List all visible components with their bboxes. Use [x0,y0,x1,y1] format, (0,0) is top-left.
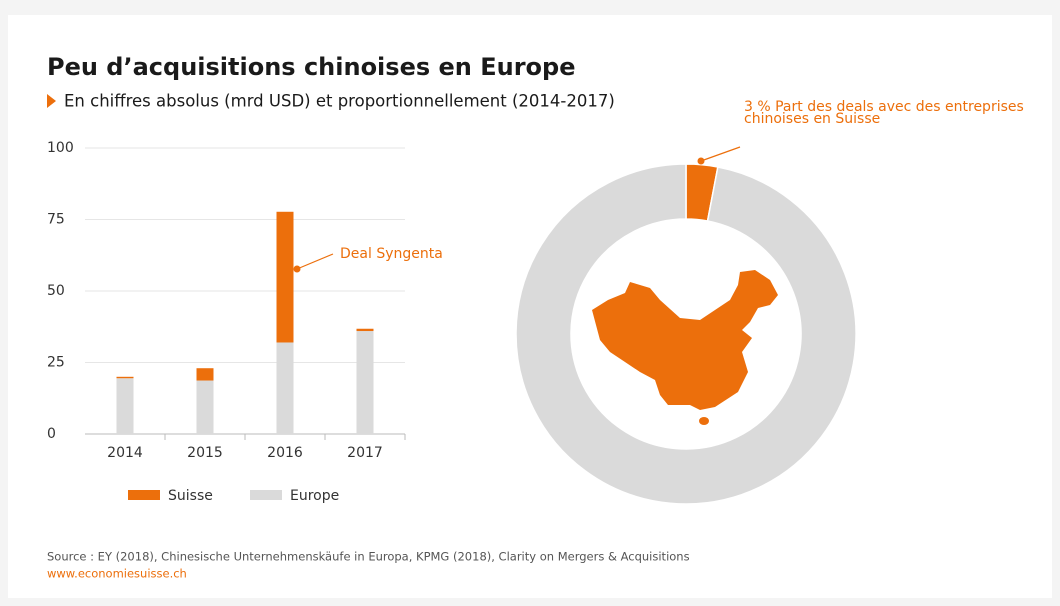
source: Source : EY (2018), Chinesische Unterneh… [47,550,690,564]
donut-annotation: 3 % Part des deals avec des entreprises … [744,99,1024,127]
bar-segment [116,376,134,379]
x-tick-label: 2016 [267,445,303,461]
donut-slice [515,163,857,505]
legend-swatch [250,490,282,500]
y-tick-label: 0 [47,426,56,442]
legend-swatch [128,490,160,500]
bar-segment [116,378,134,434]
url: www.economiesuisse.ch [47,567,187,581]
bar-segment [356,328,374,332]
annotation-line [700,146,741,162]
bar-segment [356,331,374,434]
y-tick-label: 50 [47,283,65,299]
hainan [699,417,709,425]
x-tick-label: 2017 [347,445,383,461]
legend-label: Europe [290,488,339,504]
bar-segment [196,380,214,434]
annotation-line [296,253,334,270]
marks: 0 25 50 75 100 2014 2015 2016 2017 Suisse Europe De… [47,140,857,505]
china-map [592,270,778,410]
y-tick-label: 75 [47,212,65,228]
chart-title: Peu d’acquisitions chinoises en Europe [47,53,575,81]
bullet [47,94,56,108]
legend-label: Suisse [168,488,213,504]
annotation: Deal Syngenta [340,246,443,262]
x-tick-label: 2014 [107,445,143,461]
bar-segment [276,211,294,343]
bar-segment [276,342,294,434]
subtitle: En chiffres absolus (mrd USD) et proport… [64,92,615,111]
y-tick-label: 100 [47,140,74,156]
x-tick-label: 2015 [187,445,223,461]
y-tick-label: 25 [47,355,65,371]
bar-segment [196,368,214,381]
